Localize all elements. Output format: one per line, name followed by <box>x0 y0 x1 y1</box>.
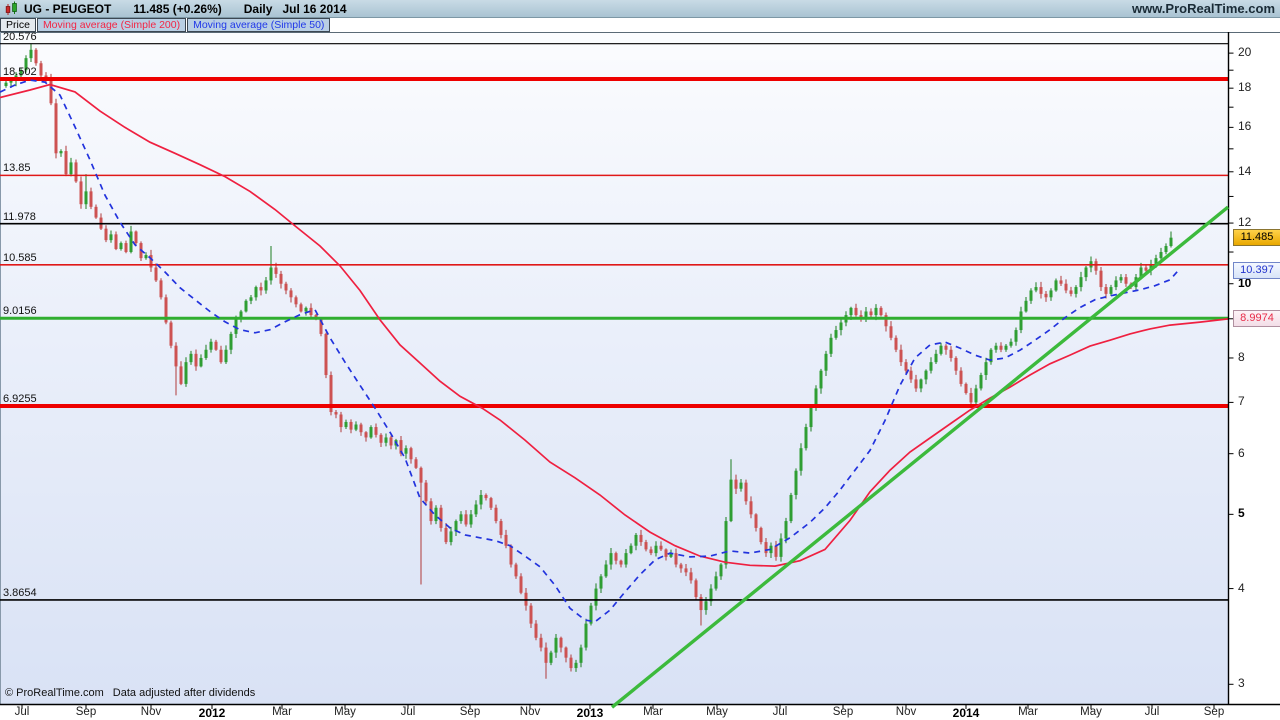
candlestick-logo-icon <box>4 1 20 16</box>
legend-ma50[interactable]: Moving average (Simple 50) <box>187 18 331 32</box>
axes <box>0 32 1280 709</box>
x-axis-label: May <box>706 706 728 718</box>
x-axis-label: Nov <box>140 706 162 718</box>
last-price-badge: 11.485 <box>1233 229 1280 247</box>
x-axis-label: Nov <box>519 706 541 718</box>
price-level-label: 6.9255 <box>3 392 37 405</box>
ma200-line <box>0 83 1229 567</box>
price-level-label: 20.576 <box>3 30 37 43</box>
y-axis-label: 5 <box>1238 506 1245 521</box>
x-axis-label: May <box>1080 706 1102 718</box>
ma50-line <box>0 79 1179 623</box>
title-bar: UG - PEUGEOT 11.485 (+0.26%) Daily Jul 1… <box>0 0 1280 18</box>
price-level-label: 13.85 <box>3 162 31 175</box>
price-level-label: 10.585 <box>3 251 37 264</box>
x-axis-label: May <box>334 706 356 718</box>
y-axis-label: 6 <box>1238 445 1245 460</box>
plot-background <box>0 32 1228 704</box>
x-axis-label: Jul <box>1144 706 1160 718</box>
y-axis-label: 8 <box>1238 349 1245 364</box>
x-axis-label: Mar <box>643 706 663 718</box>
price-level-label: 11.978 <box>3 210 36 223</box>
x-axis-label: 2014 <box>952 706 980 720</box>
copyright-note: © ProRealTime.com Data adjusted after div… <box>5 687 255 699</box>
trendline <box>610 205 1230 709</box>
x-axis-label: Sep <box>832 706 854 718</box>
y-axis-label: 16 <box>1238 119 1252 134</box>
x-axis-label: 2013 <box>576 706 604 720</box>
x-axis-label: Sep <box>459 706 481 718</box>
x-axis-label: Mar <box>1018 706 1038 718</box>
price-level-label: 9.0156 <box>3 305 37 318</box>
website-link[interactable]: www.ProRealTime.com <box>1131 1 1275 16</box>
y-axis-label: 4 <box>1238 580 1245 595</box>
legend-ma200[interactable]: Moving average (Simple 200) <box>36 18 187 32</box>
price-level-label: 18.502 <box>3 66 37 79</box>
legend-price[interactable]: Price <box>0 18 36 32</box>
x-axis-label: Jul <box>772 706 788 718</box>
ma200-value-badge: 8.9974 <box>1233 310 1280 328</box>
price-level-lines <box>0 43 1228 601</box>
x-axis-label: 2012 <box>198 706 226 720</box>
y-axis-label: 12 <box>1238 215 1252 230</box>
price-level-label: 3.8654 <box>3 586 37 599</box>
copyright-text: © ProRealTime.com <box>5 687 104 699</box>
x-axis-label: Mar <box>272 706 292 718</box>
ma50-value-badge: 10.397 <box>1233 262 1280 280</box>
x-axis-label: Sep <box>75 706 97 718</box>
dividends-note: Data adjusted after dividends <box>112 687 256 699</box>
x-axis-label: Nov <box>895 706 917 718</box>
y-axis-label: 14 <box>1238 163 1252 178</box>
chart-date: Jul 16 2014 <box>282 1 347 16</box>
y-axis-label: 20 <box>1238 45 1252 60</box>
timeframe-label: Daily <box>243 1 273 16</box>
y-axis-label: 3 <box>1238 676 1245 691</box>
x-axis-label: Jul <box>14 706 30 718</box>
y-axis-label: 18 <box>1238 80 1252 95</box>
last-quote: 11.485 (+0.26%) <box>133 1 222 16</box>
y-axis-label: 7 <box>1238 394 1245 409</box>
x-axis-label: Jul <box>400 706 416 718</box>
symbol-title: UG - PEUGEOT <box>24 1 112 16</box>
x-axis-label: Sep <box>1203 706 1225 718</box>
legend-bar: Price Moving average (Simple 200) Moving… <box>0 18 1280 32</box>
